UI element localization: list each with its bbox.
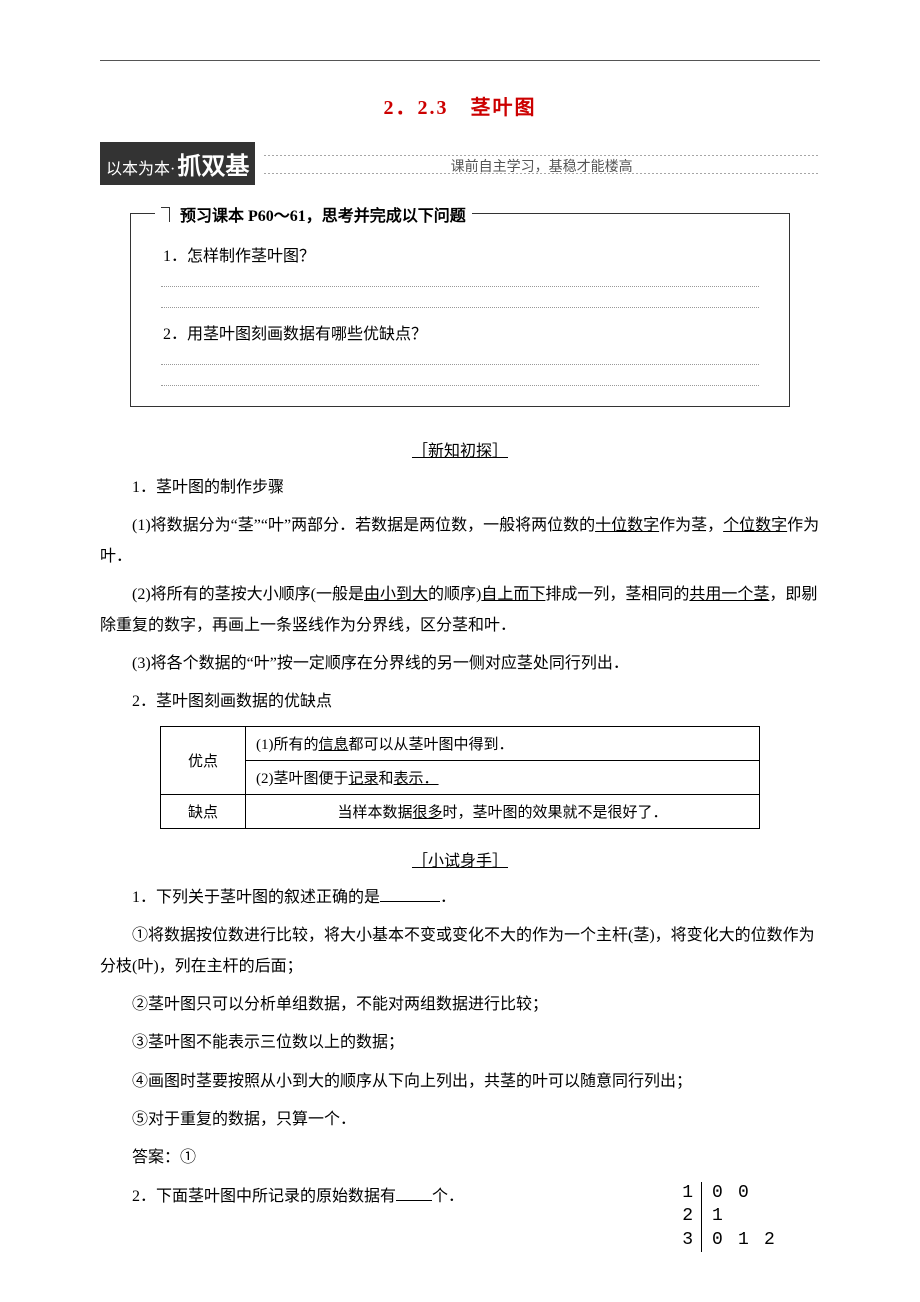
top-rule bbox=[100, 60, 820, 61]
leaves: 012 bbox=[701, 1229, 790, 1252]
page-title: 2．2.3 茎叶图 bbox=[100, 91, 820, 120]
table-cell: (1)所有的信息都可以从茎叶图中得到． bbox=[246, 726, 760, 760]
answer-line bbox=[161, 350, 759, 365]
question: 1．下列关于茎叶图的叙述正确的是． bbox=[100, 883, 820, 913]
preview-question: 1．怎样制作茎叶图？ bbox=[163, 242, 765, 266]
row-label: 缺点 bbox=[161, 794, 246, 828]
banner-caption: 课前自主学习，基稳才能楼高 bbox=[445, 156, 639, 176]
section-label-try: ［小试身手］ bbox=[100, 847, 820, 871]
stem: 1 bbox=[665, 1182, 701, 1205]
option: ④画图时茎要按照从小到大的顺序从下向上列出，共茎的叶可以随意同行列出； bbox=[100, 1067, 820, 1097]
preview-box-title: 预习课本 P60～61，思考并完成以下问题 bbox=[180, 208, 466, 225]
underline-text: 自上而下 bbox=[481, 586, 545, 603]
banner-prefix: 以本为本· bbox=[106, 155, 175, 179]
stem-leaf-plot: 1 00 2 1 3 012 bbox=[665, 1182, 790, 1252]
stemleaf-row: 1 00 bbox=[665, 1182, 790, 1205]
question: 2．下面茎叶图中所记录的原始数据有个． bbox=[100, 1182, 645, 1212]
paragraph: (2)将所有的茎按大小顺序(一般是由小到大的顺序)自上而下排成一列，茎相同的共用… bbox=[100, 580, 820, 641]
section-label-new: ［新知初探］ bbox=[100, 437, 820, 461]
answer-line bbox=[161, 371, 759, 386]
underline-text: 共用一个茎 bbox=[689, 586, 769, 603]
option: ③茎叶图不能表示三位数以上的数据； bbox=[100, 1028, 820, 1058]
corner-tick-icon bbox=[161, 207, 170, 222]
stem: 2 bbox=[665, 1205, 701, 1228]
preview-box-header: 预习课本 P60～61，思考并完成以下问题 bbox=[155, 202, 472, 226]
pros-cons-table: 优点 (1)所有的信息都可以从茎叶图中得到． (2)茎叶图便于记录和表示． 缺点… bbox=[160, 726, 760, 829]
underline-text: 十位数字 bbox=[595, 517, 659, 534]
row-label: 优点 bbox=[161, 726, 246, 794]
paragraph: (1)将数据分为“茎”“叶”两部分．若数据是两位数，一般将两位数的十位数字作为茎… bbox=[100, 511, 820, 572]
leaves: 00 bbox=[701, 1182, 764, 1205]
underline-text: 由小到大 bbox=[364, 586, 428, 603]
banner-big: 抓双基 bbox=[177, 146, 249, 181]
answer-line bbox=[161, 293, 759, 308]
banner-dots: 课前自主学习，基稳才能楼高 bbox=[263, 150, 820, 178]
heading: 2．茎叶图刻画数据的优缺点 bbox=[100, 687, 820, 717]
preview-question: 2．用茎叶图刻画数据有哪些优缺点？ bbox=[163, 320, 765, 344]
question-with-figure: 2．下面茎叶图中所记录的原始数据有个． 1 00 2 1 3 012 bbox=[100, 1182, 820, 1252]
banner-badge: 以本为本· 抓双基 bbox=[100, 142, 255, 185]
table-row: 优点 (1)所有的信息都可以从茎叶图中得到． bbox=[161, 726, 760, 760]
option: ①将数据按位数进行比较，将大小基本不变或变化不大的作为一个主杆(茎)，将变化大的… bbox=[100, 921, 820, 982]
leaves: 1 bbox=[701, 1205, 738, 1228]
stem: 3 bbox=[665, 1229, 701, 1252]
table-cell: 当样本数据很多时，茎叶图的效果就不是很好了． bbox=[246, 794, 760, 828]
section-banner: 以本为本· 抓双基 课前自主学习，基稳才能楼高 bbox=[100, 142, 820, 185]
underline-text: 个位数字 bbox=[723, 517, 787, 534]
stemleaf-row: 2 1 bbox=[665, 1205, 790, 1228]
table-row: (2)茎叶图便于记录和表示． bbox=[161, 760, 760, 794]
preview-box: 预习课本 P60～61，思考并完成以下问题 1．怎样制作茎叶图？ 2．用茎叶图刻… bbox=[130, 213, 790, 407]
option: ⑤对于重复的数据，只算一个． bbox=[100, 1105, 820, 1135]
option: ②茎叶图只可以分析单组数据，不能对两组数据进行比较； bbox=[100, 990, 820, 1020]
fill-blank bbox=[396, 1184, 432, 1201]
heading: 1．茎叶图的制作步骤 bbox=[100, 473, 820, 503]
answer: 答案：① bbox=[100, 1143, 820, 1173]
answer-line bbox=[161, 272, 759, 287]
fill-blank bbox=[380, 885, 440, 902]
table-cell: (2)茎叶图便于记录和表示． bbox=[246, 760, 760, 794]
paragraph: (3)将各个数据的“叶”按一定顺序在分界线的另一侧对应茎处同行列出． bbox=[100, 649, 820, 679]
table-row: 缺点 当样本数据很多时，茎叶图的效果就不是很好了． bbox=[161, 794, 760, 828]
stemleaf-row: 3 012 bbox=[665, 1229, 790, 1252]
